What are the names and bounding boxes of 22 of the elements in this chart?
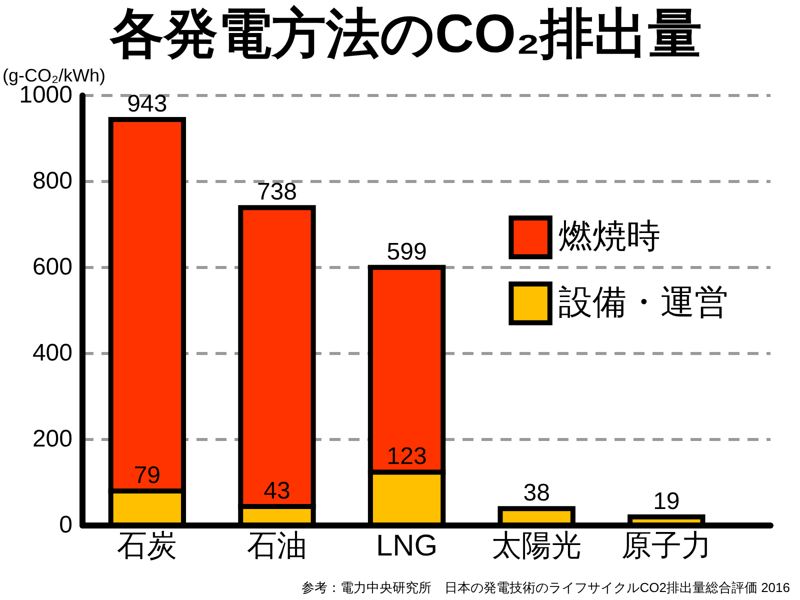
total-label: 19 bbox=[653, 488, 680, 515]
total-label: 738 bbox=[256, 178, 297, 206]
y-tick-label: 400 bbox=[32, 340, 72, 366]
x-tick-label: 原子力 bbox=[621, 530, 712, 562]
x-tick-label: 石油 bbox=[246, 530, 307, 562]
x-tick-label: 石炭 bbox=[117, 530, 178, 562]
total-label: 599 bbox=[386, 238, 427, 266]
text: 参考：電力中央研究所 日本の発電技術のライフサイクルCO2排出量総合評価 2016 bbox=[302, 579, 790, 597]
x-tick-label: 太陽光 bbox=[492, 530, 582, 562]
data-label: 43 bbox=[264, 478, 290, 505]
data-label: 123 bbox=[386, 443, 427, 470]
y-tick-label: 800 bbox=[32, 168, 72, 194]
total-label: 38 bbox=[523, 480, 550, 507]
legend-label: 設備・運営 bbox=[558, 283, 729, 322]
y-tick-label: 0 bbox=[59, 512, 72, 538]
y-tick-label: 600 bbox=[32, 254, 72, 280]
x-tick-label: LNG bbox=[376, 530, 438, 562]
data-label: 79 bbox=[134, 462, 161, 490]
total-label: 943 bbox=[127, 90, 168, 118]
y-tick-label: 200 bbox=[32, 426, 72, 452]
chart-title: 各発電方法のCO₂排出量 bbox=[109, 4, 702, 64]
legend-label: 燃焼時 bbox=[558, 217, 661, 256]
